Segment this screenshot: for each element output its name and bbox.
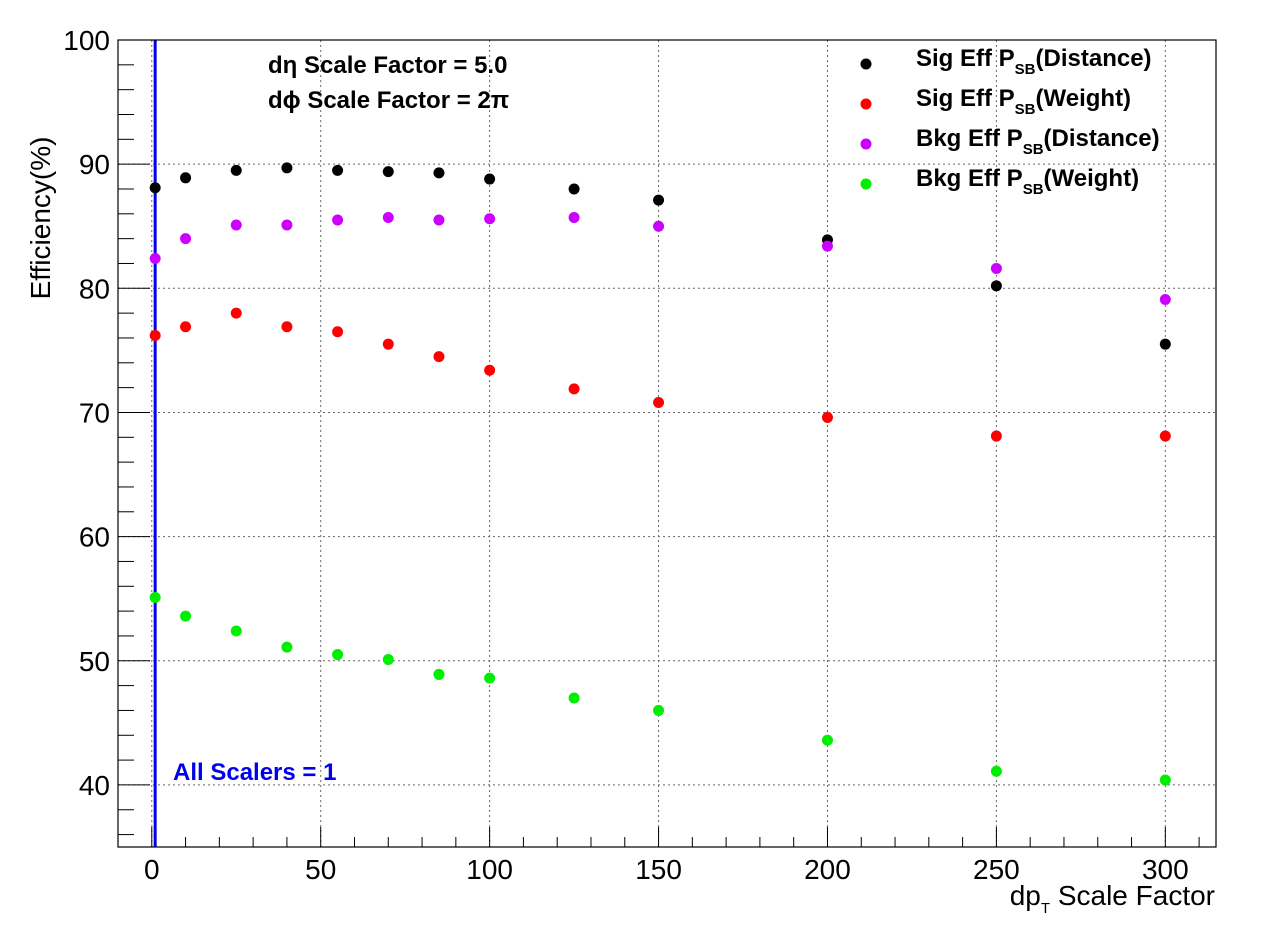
data-point-series-3	[821, 240, 833, 252]
x-tick-label: 0	[144, 854, 160, 885]
data-point-series-2	[653, 397, 665, 409]
data-point-series-4	[281, 641, 293, 653]
data-point-series-2	[1159, 430, 1171, 442]
data-point-series-3	[382, 212, 394, 224]
annotation-phi: dϕ Scale Factor = 2π	[268, 87, 509, 114]
y-tick-label: 80	[79, 273, 110, 304]
data-point-series-2	[821, 411, 833, 423]
data-point-series-3	[180, 233, 192, 245]
legend-label-2: Sig Eff PSB(Weight)	[916, 85, 1131, 118]
data-point-series-2	[990, 430, 1002, 442]
data-point-series-4	[149, 591, 161, 603]
data-point-series-4	[332, 649, 344, 661]
data-point-series-3	[281, 219, 293, 231]
annotation-eta: dη Scale Factor = 5.0	[268, 52, 507, 79]
x-tick-label: 150	[635, 854, 682, 885]
legend-label-3: Bkg Eff PSB(Distance)	[916, 125, 1160, 158]
data-point-series-4	[433, 668, 445, 680]
data-point-series-4	[568, 692, 580, 704]
legend: Sig Eff PSB(Distance) Sig Eff PSB(Weight)…	[860, 45, 1160, 198]
y-tick-label: 50	[79, 646, 110, 677]
data-point-series-2	[281, 321, 293, 333]
data-point-series-4	[180, 610, 192, 622]
y-tick-label: 60	[79, 522, 110, 553]
x-axis-title-main: dp	[1010, 880, 1041, 911]
y-tick-label: 40	[79, 770, 110, 801]
legend-label-4: Bkg Eff PSB(Weight)	[916, 165, 1139, 198]
data-point-series-4	[990, 765, 1002, 777]
legend-label-1: Sig Eff PSB(Distance)	[916, 45, 1152, 78]
x-axis-title: dpT Scale Factor	[1010, 880, 1215, 917]
data-point-series-4	[821, 734, 833, 746]
data-point-series-1	[568, 183, 580, 195]
data-point-series-1	[230, 164, 242, 176]
data-point-series-1	[990, 280, 1002, 292]
data-point-series-2	[433, 351, 445, 363]
x-tick-label: 250	[973, 854, 1020, 885]
y-axis-title: Efficiency(%)	[25, 137, 56, 300]
data-points	[149, 162, 1171, 786]
data-point-series-3	[990, 262, 1002, 274]
data-point-series-1	[180, 172, 192, 184]
data-point-series-2	[484, 364, 496, 376]
x-axis-title-subscript: T	[1041, 900, 1050, 917]
y-tick-label: 100	[63, 25, 110, 56]
x-tick-label: 50	[305, 854, 336, 885]
data-point-series-3	[653, 220, 665, 232]
grid-lines	[118, 40, 1216, 847]
data-point-series-4	[382, 654, 394, 666]
data-point-series-2	[230, 307, 242, 319]
y-tick-label: 90	[79, 149, 110, 180]
x-tick-label: 100	[466, 854, 513, 885]
x-tick-label: 300	[1142, 854, 1189, 885]
axes	[117, 39, 1217, 848]
data-point-series-4	[653, 704, 665, 716]
data-point-series-3	[332, 214, 344, 226]
data-point-series-1	[1159, 338, 1171, 350]
data-point-series-3	[433, 214, 445, 226]
data-point-series-2	[149, 329, 161, 341]
data-point-series-4	[484, 672, 496, 684]
data-point-series-2	[382, 338, 394, 350]
legend-marker-3	[860, 138, 872, 150]
legend-marker-1	[860, 58, 872, 70]
data-point-series-3	[568, 212, 580, 224]
x-axis-title-rest: Scale Factor	[1050, 880, 1215, 911]
tick-labels: 0 50 100 150 200 250 300 40 50 60 70 80 90 100	[63, 25, 1188, 885]
x-tick-label: 200	[804, 854, 851, 885]
data-point-series-1	[433, 167, 445, 179]
data-point-series-3	[484, 213, 496, 225]
reference-line-label: All Scalers = 1	[173, 759, 336, 786]
y-tick-label: 70	[79, 397, 110, 428]
data-point-series-2	[568, 383, 580, 395]
data-point-series-3	[149, 253, 161, 265]
data-point-series-1	[382, 166, 394, 178]
data-point-series-1	[332, 164, 344, 176]
data-point-series-1	[484, 173, 496, 185]
data-point-series-3	[230, 219, 242, 231]
legend-marker-4	[860, 178, 872, 190]
data-point-series-3	[1159, 293, 1171, 305]
data-point-series-1	[281, 162, 293, 174]
data-point-series-2	[332, 326, 344, 338]
data-point-series-2	[180, 321, 192, 333]
data-point-series-1	[653, 194, 665, 206]
legend-marker-2	[860, 98, 872, 110]
data-point-series-1	[149, 182, 161, 194]
data-point-series-4	[230, 625, 242, 637]
data-point-series-4	[1159, 774, 1171, 786]
plot-frame	[117, 39, 1217, 848]
